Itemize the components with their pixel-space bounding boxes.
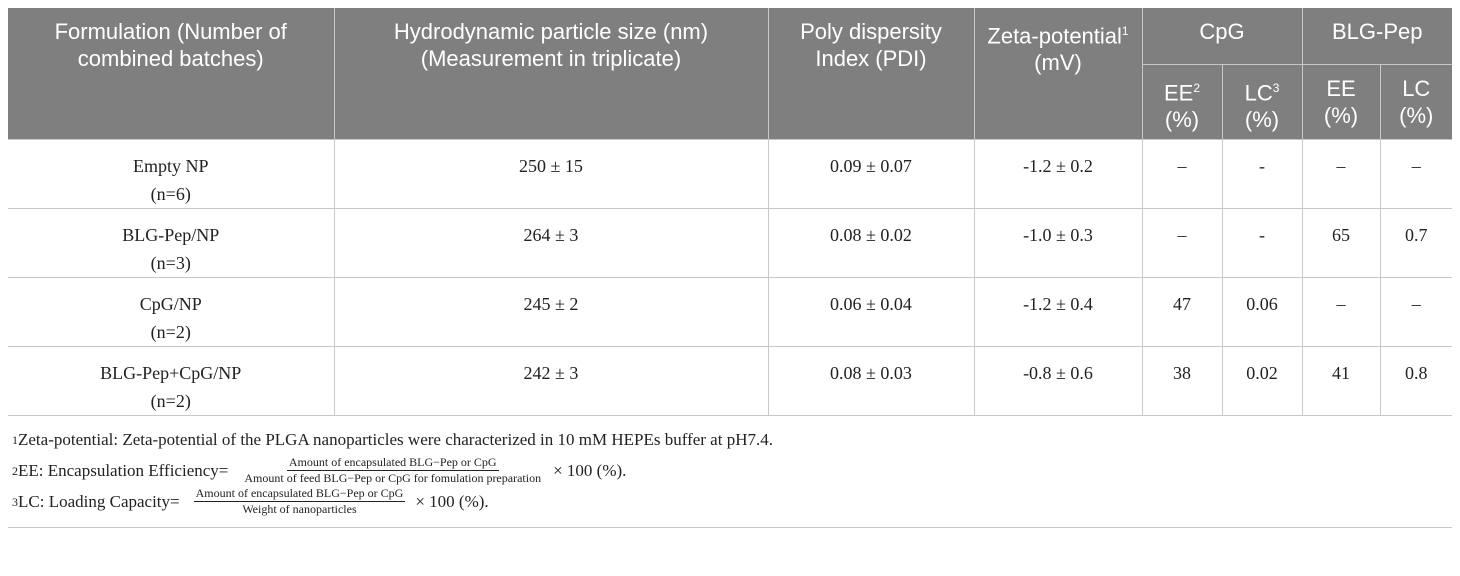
header-formulation: Formulation (Number of combined batches) <box>8 8 335 140</box>
cell-blg-lc: – <box>1380 277 1452 347</box>
table-row: Empty NP (n=6) 250 ± 15 0.09 ± 0.07 -1.2 … <box>8 139 1452 209</box>
header-size: Hydrodynamic particle size (nm) (Measure… <box>334 8 769 140</box>
cell-formulation: BLG-Pep+CpG/NP (n=2) <box>8 346 335 416</box>
cell-formulation: Empty NP (n=6) <box>8 139 335 209</box>
ee-fraction: Amount of encapsulated BLG−Pep or CpG Am… <box>244 455 542 486</box>
footnote-3: 3 LC: Loading Capacity= Amount of encapsu… <box>12 486 489 517</box>
cell-blg-lc: – <box>1380 139 1452 209</box>
header-cpg-lc: LC3 (%) <box>1222 63 1303 140</box>
header-zeta: Zeta-potential1 (mV) <box>974 8 1143 140</box>
cell-zeta: -1.2 ± 0.2 <box>974 139 1143 209</box>
header-cpg-ee: EE2 (%) <box>1142 63 1223 140</box>
cell-pdi: 0.06 ± 0.04 <box>768 277 975 347</box>
footnote-2: 2 EE: Encapsulation Efficiency= Amount of… <box>12 455 627 486</box>
cell-blg-ee: 65 <box>1302 208 1381 278</box>
header-cpg-group: CpG <box>1142 8 1303 65</box>
cell-blg-ee: – <box>1302 139 1381 209</box>
table-body: Empty NP (n=6) 250 ± 15 0.09 ± 0.07 -1.2 … <box>8 139 1452 529</box>
cell-cpg-lc: - <box>1222 139 1303 209</box>
cell-cpg-lc: 0.02 <box>1222 346 1303 416</box>
cell-blg-lc: 0.8 <box>1380 346 1452 416</box>
cell-size: 242 ± 3 <box>334 346 769 416</box>
cell-cpg-ee: 38 <box>1142 346 1223 416</box>
header-pdi: Poly dispersity Index (PDI) <box>768 8 975 140</box>
header-blg-lc: LC (%) <box>1380 63 1452 140</box>
table-row: BLG-Pep+CpG/NP (n=2) 242 ± 3 0.08 ± 0.03 … <box>8 346 1452 416</box>
footnotes: 1 Zeta-potential: Zeta-potential of the P… <box>8 415 1452 529</box>
cell-pdi: 0.09 ± 0.07 <box>768 139 975 209</box>
cell-blg-ee: – <box>1302 277 1381 347</box>
cell-cpg-lc: 0.06 <box>1222 277 1303 347</box>
cell-zeta: -1.2 ± 0.4 <box>974 277 1143 347</box>
cell-pdi: 0.08 ± 0.02 <box>768 208 975 278</box>
cell-formulation: BLG-Pep/NP (n=3) <box>8 208 335 278</box>
table-row: BLG-Pep/NP (n=3) 264 ± 3 0.08 ± 0.02 -1.0… <box>8 208 1452 278</box>
cell-size: 264 ± 3 <box>334 208 769 278</box>
cell-blg-ee: 41 <box>1302 346 1381 416</box>
header-blg-ee: EE (%) <box>1302 63 1381 140</box>
cell-cpg-ee: 47 <box>1142 277 1223 347</box>
footnotes-row: 1 Zeta-potential: Zeta-potential of the P… <box>8 415 1452 529</box>
header-blg-group: BLG-Pep <box>1302 8 1452 65</box>
cell-size: 250 ± 15 <box>334 139 769 209</box>
table-container: Formulation (Number of combined batches)… <box>8 8 1452 529</box>
lc-fraction: Amount of encapsulated BLG−Pep or CpG We… <box>193 486 406 517</box>
cell-cpg-lc: - <box>1222 208 1303 278</box>
cell-size: 245 ± 2 <box>334 277 769 347</box>
cell-cpg-ee: – <box>1142 208 1223 278</box>
formulation-table: Formulation (Number of combined batches)… <box>8 8 1452 529</box>
cell-pdi: 0.08 ± 0.03 <box>768 346 975 416</box>
table-row: CpG/NP (n=2) 245 ± 2 0.06 ± 0.04 -1.2 ± 0… <box>8 277 1452 347</box>
cell-cpg-ee: – <box>1142 139 1223 209</box>
cell-zeta: -1.0 ± 0.3 <box>974 208 1143 278</box>
cell-blg-lc: 0.7 <box>1380 208 1452 278</box>
cell-zeta: -0.8 ± 0.6 <box>974 346 1143 416</box>
footnote-1: 1 Zeta-potential: Zeta-potential of the P… <box>12 429 773 449</box>
cell-formulation: CpG/NP (n=2) <box>8 277 335 347</box>
